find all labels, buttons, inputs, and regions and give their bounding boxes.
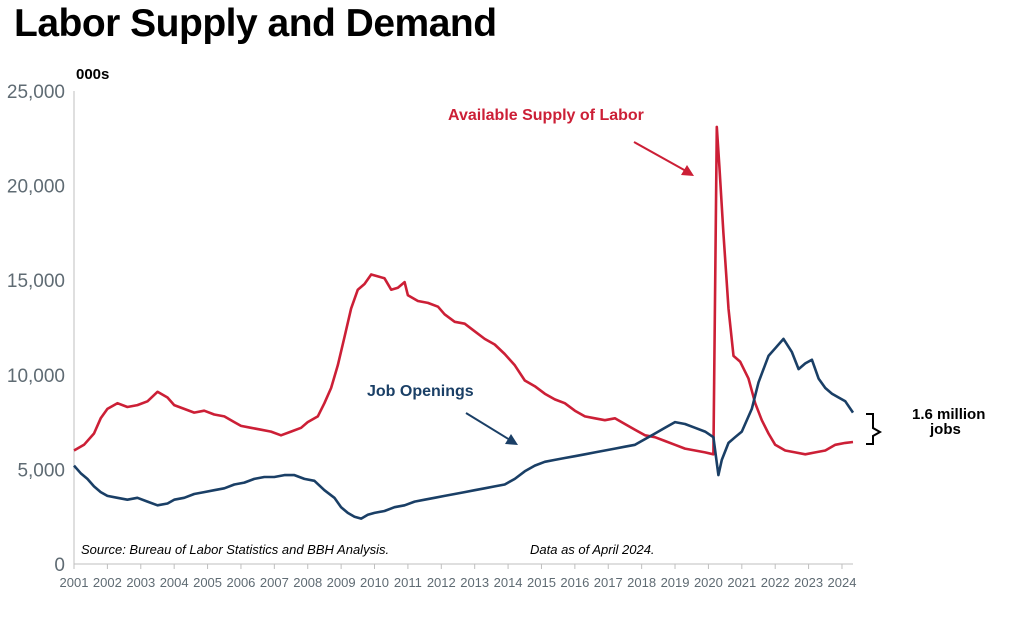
x-tick-label: 2003	[126, 575, 155, 590]
x-tick-label: 2007	[260, 575, 289, 590]
x-tick-label: 2002	[93, 575, 122, 590]
x-tick-label: 2010	[360, 575, 389, 590]
x-tick-label: 2012	[427, 575, 456, 590]
x-tick-label: 2014	[494, 575, 523, 590]
x-tick-label: 2022	[761, 575, 790, 590]
x-tick-label: 2006	[226, 575, 255, 590]
chart-title: Labor Supply and Demand	[14, 2, 497, 45]
x-tick-label: 2024	[828, 575, 857, 590]
x-tick-label: 2005	[193, 575, 222, 590]
openings-annotation: Job Openings	[367, 383, 474, 400]
y-tick-label: 0	[54, 555, 65, 576]
x-axis-ticks: 2001 2002 2003 2004 2005 2006 2007 2008 2009 2010…	[60, 564, 857, 590]
gap-label-jobs: jobs	[929, 421, 961, 438]
x-tick-label: 2019	[661, 575, 690, 590]
supply-line	[73, 125, 854, 456]
supply-arrow-icon	[633, 141, 687, 172]
openings-arrowhead-icon	[505, 434, 518, 445]
y-tick-label: 20,000	[7, 177, 65, 198]
x-tick-label: 2004	[160, 575, 189, 590]
openings-line	[73, 337, 855, 520]
x-tick-label: 2015	[527, 575, 556, 590]
y-tick-label: 15,000	[7, 271, 65, 292]
series-group	[73, 125, 855, 520]
supply-arrowhead-icon	[681, 165, 694, 176]
x-tick-label: 2009	[327, 575, 356, 590]
x-tick-label: 2023	[794, 575, 823, 590]
x-tick-label: 2001	[60, 575, 89, 590]
x-tick-label: 2008	[293, 575, 322, 590]
y-tick-label: 5,000	[17, 460, 65, 481]
source-note: Source: Bureau of Labor Statistics and B…	[81, 542, 389, 557]
y-axis-labels: 0 5,000 10,000 15,000 20,000 25,000	[7, 82, 65, 576]
gap-label: 1.6 million	[912, 406, 985, 423]
y-tick-label: 10,000	[7, 366, 65, 387]
x-tick-label: 2018	[627, 575, 656, 590]
x-tick-label: 2013	[460, 575, 489, 590]
gap-bracket-icon	[866, 413, 883, 445]
x-tick-label: 2021	[727, 575, 756, 590]
x-tick-label: 2017	[594, 575, 623, 590]
x-tick-label: 2011	[394, 575, 422, 590]
x-tick-label: 2020	[694, 575, 723, 590]
openings-arrow-icon	[465, 412, 511, 441]
date-note: Data as of April 2024.	[530, 542, 655, 557]
y-tick-label: 25,000	[7, 82, 65, 103]
x-tick-label: 2016	[560, 575, 589, 590]
unit-label: 000s	[76, 66, 109, 83]
supply-annotation: Available Supply of Labor	[448, 107, 644, 124]
